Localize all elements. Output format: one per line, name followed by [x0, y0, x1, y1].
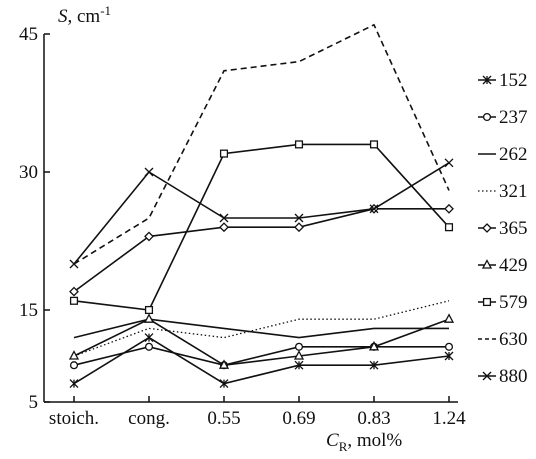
legend-label: 429	[499, 255, 528, 276]
legend-item: 365	[478, 218, 528, 239]
data-point	[294, 222, 304, 233]
legend-item: 630	[478, 329, 528, 350]
x-axis-symbol: C	[326, 430, 339, 451]
data-point	[443, 313, 455, 323]
data-point	[444, 158, 454, 168]
data-point	[219, 222, 229, 233]
x-axis-subscript: R	[339, 439, 348, 454]
y-axis-symbol: S	[58, 6, 68, 27]
data-point	[369, 140, 379, 149]
series-line	[73, 23, 450, 265]
legend-item: 321	[478, 181, 528, 202]
data-point	[482, 75, 492, 85]
legend-label: 152	[499, 70, 528, 91]
data-point	[144, 231, 154, 242]
x-tick-label: 0.83	[357, 408, 390, 429]
x-ticks: stoich. cong. 0.55 0.69 0.83 1.24	[49, 396, 466, 429]
legend-item: 880	[478, 366, 528, 387]
data-point	[68, 350, 80, 360]
legend-label: 365	[499, 218, 528, 239]
data-point	[69, 296, 79, 305]
series-321	[73, 300, 450, 357]
data-point	[144, 333, 154, 343]
data-point	[219, 149, 229, 158]
legend: 152 237 262 321 365 429 579 630 880	[478, 70, 528, 387]
data-point	[218, 359, 230, 369]
x-axis-unit: , mol%	[347, 430, 402, 451]
series-579	[69, 140, 454, 315]
data-point	[293, 350, 305, 360]
legend-item: 262	[478, 144, 528, 165]
series-line	[73, 300, 450, 357]
x-tick-label: 0.69	[282, 408, 315, 429]
series-880	[69, 158, 454, 269]
y-axis-unit-exp: -1	[100, 3, 111, 18]
data-point	[444, 223, 454, 232]
series-429	[68, 313, 455, 369]
data-point	[369, 360, 379, 370]
data-point	[369, 204, 379, 214]
series-line	[73, 143, 450, 311]
data-point	[219, 213, 229, 223]
legend-label: 630	[499, 329, 528, 350]
legend-label: 880	[499, 366, 528, 387]
data-point	[69, 361, 79, 370]
data-point	[444, 342, 454, 351]
y-tick-label: 5	[29, 392, 39, 413]
data-point	[368, 340, 380, 351]
series-line	[73, 162, 450, 265]
y-tick-label: 30	[19, 162, 38, 183]
y-ticks: 5 15 30 45	[19, 24, 50, 413]
legend-label: 237	[499, 107, 528, 128]
data-point	[294, 342, 304, 351]
series-line	[73, 345, 449, 367]
data-point	[294, 213, 304, 223]
chart-axes	[43, 34, 458, 403]
data-point	[294, 360, 304, 370]
series-line	[73, 318, 450, 367]
data-point	[144, 167, 154, 177]
data-point	[481, 259, 493, 269]
series-365	[69, 203, 454, 297]
series-630	[73, 23, 450, 265]
x-tick-label: 1.24	[432, 408, 466, 429]
data-point	[482, 223, 492, 233]
data-point	[69, 286, 79, 297]
legend-label: 262	[499, 144, 528, 165]
data-point	[294, 140, 304, 149]
legend-label: 321	[499, 181, 528, 202]
x-tick-label: cong.	[128, 408, 170, 429]
data-point	[143, 313, 155, 323]
series-262	[73, 318, 449, 339]
data-point	[69, 259, 79, 269]
data-point	[444, 351, 454, 361]
series-237	[69, 342, 454, 370]
series-152	[69, 333, 454, 389]
y-tick-label: 15	[19, 300, 38, 321]
data-point	[482, 297, 492, 307]
legend-item: 152	[478, 70, 528, 91]
data-point	[144, 342, 154, 351]
data-point	[69, 379, 79, 389]
data-point	[482, 112, 492, 122]
data-point	[444, 203, 454, 214]
x-tick-label: 0.55	[207, 408, 240, 429]
y-tick-label: 45	[19, 24, 38, 45]
legend-item: 429	[478, 255, 528, 276]
y-axis-unit: , cm	[68, 6, 101, 27]
legend-item: 237	[478, 107, 528, 128]
x-tick-label: stoich.	[49, 408, 99, 429]
data-point	[144, 305, 154, 315]
legend-item: 579	[478, 292, 528, 313]
legend-label: 579	[499, 292, 528, 313]
series-line	[73, 336, 450, 385]
series-group	[68, 23, 455, 389]
y-axis-title: S, cm-1	[58, 3, 111, 27]
series-line	[73, 318, 449, 339]
series-line	[73, 208, 449, 293]
data-point	[482, 371, 492, 381]
x-axis-title: CR, mol%	[326, 430, 402, 454]
data-point	[219, 379, 229, 389]
